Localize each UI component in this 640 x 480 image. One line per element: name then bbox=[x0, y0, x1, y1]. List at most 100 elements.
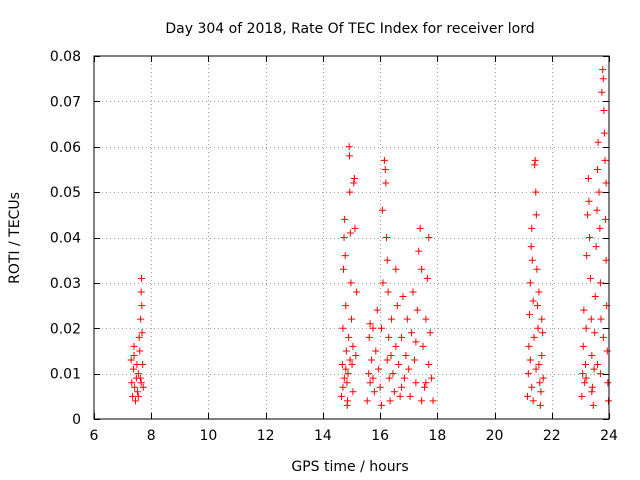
data-point bbox=[136, 374, 144, 382]
data-point bbox=[582, 374, 590, 382]
data-point bbox=[536, 379, 544, 387]
data-point bbox=[405, 365, 413, 373]
data-point bbox=[342, 302, 350, 310]
data-point bbox=[137, 288, 145, 296]
y-tick-label: 0.02 bbox=[50, 321, 81, 337]
data-point bbox=[340, 234, 348, 241]
data-point bbox=[342, 365, 350, 373]
data-point bbox=[343, 401, 351, 409]
x-tick-label: 6 bbox=[90, 428, 99, 444]
data-point bbox=[375, 365, 383, 373]
data-point bbox=[599, 75, 607, 83]
data-point bbox=[352, 351, 360, 359]
data-point bbox=[423, 274, 431, 282]
data-point bbox=[524, 370, 532, 378]
x-tick-label: 22 bbox=[543, 428, 561, 444]
data-point bbox=[596, 279, 604, 287]
data-point bbox=[422, 379, 430, 387]
data-point bbox=[379, 279, 387, 287]
data-point bbox=[372, 347, 380, 355]
data-point bbox=[531, 156, 539, 164]
data-point bbox=[600, 106, 608, 114]
data-point bbox=[589, 401, 597, 409]
data-point bbox=[350, 175, 358, 183]
data-point bbox=[591, 292, 599, 300]
data-point bbox=[131, 383, 139, 391]
data-point bbox=[139, 383, 147, 391]
data-point bbox=[597, 315, 605, 323]
y-tick-label: 0.05 bbox=[50, 185, 81, 201]
data-point bbox=[392, 342, 400, 350]
data-point bbox=[349, 388, 357, 396]
y-tick-label: 0.07 bbox=[50, 94, 81, 110]
data-point bbox=[380, 156, 388, 164]
y-tick-label: 0.01 bbox=[50, 367, 81, 383]
x-tick-label: 10 bbox=[200, 428, 218, 444]
data-point bbox=[528, 224, 536, 232]
data-point bbox=[378, 206, 386, 214]
data-point bbox=[582, 324, 590, 332]
data-point bbox=[381, 165, 389, 173]
x-tick-label: 16 bbox=[371, 428, 389, 444]
data-point bbox=[532, 188, 540, 196]
data-point bbox=[412, 379, 420, 387]
data-point bbox=[378, 401, 386, 409]
data-point bbox=[389, 370, 397, 378]
data-point bbox=[594, 165, 602, 173]
data-point bbox=[382, 234, 390, 241]
data-point bbox=[533, 265, 541, 273]
data-point bbox=[412, 338, 420, 346]
data-point bbox=[584, 211, 592, 219]
data-point bbox=[353, 288, 361, 296]
data-point bbox=[526, 279, 534, 287]
data-point bbox=[382, 179, 390, 187]
data-point bbox=[585, 197, 593, 205]
data-point bbox=[395, 361, 403, 369]
data-point bbox=[419, 342, 427, 350]
data-point bbox=[366, 320, 374, 328]
data-point bbox=[535, 361, 543, 369]
data-point bbox=[579, 370, 587, 378]
data-point bbox=[602, 215, 610, 223]
data-point bbox=[409, 288, 417, 296]
x-tick-label: 18 bbox=[428, 428, 446, 444]
y-tick-label: 0.03 bbox=[50, 276, 81, 292]
data-point bbox=[343, 379, 351, 387]
x-tick-label: 20 bbox=[486, 428, 504, 444]
data-point bbox=[398, 333, 406, 341]
data-point bbox=[533, 302, 541, 310]
data-point bbox=[346, 229, 354, 237]
data-point bbox=[596, 370, 604, 378]
data-point bbox=[402, 351, 410, 359]
data-point bbox=[600, 129, 608, 137]
data-point bbox=[534, 324, 542, 332]
data-point bbox=[127, 356, 135, 364]
data-point bbox=[588, 351, 596, 359]
data-point bbox=[384, 288, 392, 296]
data-point bbox=[584, 175, 592, 183]
data-point bbox=[594, 361, 602, 369]
data-point bbox=[368, 356, 376, 364]
data-point bbox=[339, 324, 347, 332]
data-point bbox=[136, 347, 144, 355]
data-point bbox=[408, 329, 416, 337]
data-point bbox=[581, 379, 589, 387]
data-point bbox=[131, 397, 139, 405]
data-point bbox=[340, 374, 348, 382]
data-point bbox=[594, 138, 602, 146]
data-point bbox=[602, 179, 610, 187]
data-point bbox=[138, 329, 146, 337]
data-point bbox=[383, 356, 391, 364]
data-point bbox=[415, 247, 423, 255]
data-point bbox=[601, 156, 609, 164]
data-point bbox=[539, 329, 547, 337]
data-point bbox=[420, 383, 428, 391]
data-point bbox=[338, 361, 346, 369]
data-point bbox=[138, 302, 146, 310]
data-point bbox=[532, 365, 540, 373]
data-point bbox=[526, 356, 534, 364]
x-tick-label: 24 bbox=[600, 428, 618, 444]
data-point bbox=[339, 383, 347, 391]
data-point bbox=[137, 379, 145, 387]
data-point bbox=[422, 315, 430, 323]
